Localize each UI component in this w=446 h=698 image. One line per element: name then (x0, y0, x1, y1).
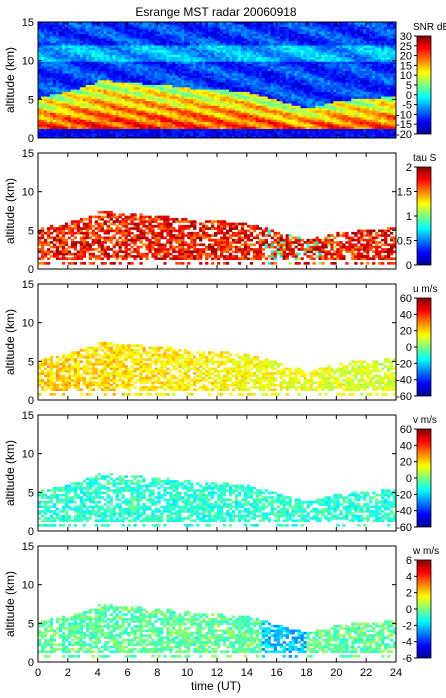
colorbar-tick-label: -60 (396, 391, 412, 403)
heatmap-field (38, 22, 396, 138)
y-axis-label: altitude (km) (3, 47, 17, 113)
colorbar-tick-label: 20 (400, 457, 412, 469)
figure-title: Esrange MST radar 20060918 (135, 5, 297, 19)
y-tick-label: 5 (28, 94, 34, 106)
x-axis-label: time (UT) (191, 679, 241, 693)
colorbar-label: u m/s (413, 284, 437, 295)
y-tick-label: 15 (22, 410, 34, 422)
x-tick-label: 0 (35, 667, 41, 679)
colorbar-tick-label: 6 (406, 555, 412, 567)
colorbar-tick-label: 4 (406, 571, 412, 583)
y-axis-label: altitude (km) (3, 571, 17, 637)
y-tick-label: 0 (28, 657, 34, 669)
y-tick-label: 5 (28, 618, 34, 630)
colorbar-tick-label: 0 (406, 473, 412, 485)
colorbar-tick-label: 60 (400, 293, 412, 305)
y-tick-label: 5 (28, 487, 34, 499)
x-tick-label: 22 (360, 667, 372, 679)
colorbar (417, 560, 431, 658)
x-tick-label: 24 (390, 667, 402, 679)
y-tick-label: 10 (22, 318, 34, 330)
y-tick-label: 5 (28, 356, 34, 368)
heatmap-field (38, 473, 396, 527)
colorbar-tick-label: 20 (400, 326, 412, 338)
y-tick-label: 0 (28, 133, 34, 145)
colorbar (417, 36, 431, 134)
y-tick-label: 10 (22, 449, 34, 461)
y-tick-label: 0 (28, 526, 34, 538)
colorbar (417, 167, 431, 265)
panel-tau: 0 5 10 15 altitude (km) tau S2 1.5 1 0.5 0 (3, 148, 437, 276)
heatmap-field (38, 604, 396, 658)
colorbar-tick-label: -40 (396, 375, 412, 387)
y-tick-label: 0 (28, 264, 34, 276)
x-tick-label: 4 (95, 667, 101, 679)
panel-v: 0 5 10 15 altitude (km) v m/s60 40 20 0 -20 -40 -60 (3, 410, 437, 538)
y-tick-label: 15 (22, 17, 34, 29)
x-tick-label: 16 (271, 667, 283, 679)
x-tick-label: 14 (241, 667, 253, 679)
colorbar-tick-label: 0 (406, 342, 412, 354)
colorbar-label: v m/s (413, 415, 437, 426)
y-axis-label: altitude (km) (3, 178, 17, 244)
colorbar-tick-label: -40 (396, 506, 412, 518)
x-tick-label: 18 (300, 667, 312, 679)
colorbar-tick-label: -6 (402, 653, 412, 665)
y-tick-label: 0 (28, 395, 34, 407)
y-axis-label: altitude (km) (3, 440, 17, 506)
x-tick-label: 10 (181, 667, 193, 679)
colorbar-label: tau S (413, 153, 437, 164)
colorbar-tick-label: 40 (400, 440, 412, 452)
y-tick-label: 15 (22, 541, 34, 553)
colorbar-tick-label: -20 (396, 129, 412, 141)
colorbar-tick-label: 40 (400, 309, 412, 321)
x-tick-label: 2 (65, 667, 71, 679)
y-tick-label: 5 (28, 225, 34, 237)
y-tick-label: 10 (22, 580, 34, 592)
heatmap-field (38, 211, 396, 265)
y-axis-label: altitude (km) (3, 309, 17, 375)
colorbar-tick-label: -20 (396, 489, 412, 501)
colorbar-tick-label: 1.5 (397, 187, 412, 199)
colorbar (417, 429, 431, 527)
x-tick-label: 20 (330, 667, 342, 679)
colorbar-tick-label: -60 (396, 522, 412, 534)
colorbar-tick-label: -20 (396, 358, 412, 370)
colorbar (417, 298, 431, 396)
x-tick-label: 8 (154, 667, 160, 679)
colorbar-label: w m/s (412, 546, 439, 557)
colorbar-tick-label: -4 (402, 637, 412, 649)
colorbar-tick-label: 0 (406, 604, 412, 616)
y-tick-label: 10 (22, 187, 34, 199)
colorbar-tick-label: -2 (402, 620, 412, 632)
colorbar-tick-label: 2 (406, 162, 412, 174)
colorbar-label: SNR dB (413, 22, 446, 33)
x-tick-label: 6 (124, 667, 130, 679)
panel-u: 0 5 10 15 altitude (km) u m/s60 40 20 0 -20 -40 -60 (3, 279, 437, 407)
colorbar-tick-label: 1 (406, 211, 412, 223)
colorbar-tick-label: 2 (406, 588, 412, 600)
colorbar-tick-label: 0 (406, 260, 412, 272)
heatmap-field (38, 342, 396, 396)
colorbar-tick-label: 0.5 (397, 236, 412, 248)
y-tick-label: 15 (22, 148, 34, 160)
colorbar-tick-label: 60 (400, 424, 412, 436)
y-tick-label: 10 (22, 56, 34, 68)
y-tick-label: 15 (22, 279, 34, 291)
x-tick-label: 12 (211, 667, 223, 679)
